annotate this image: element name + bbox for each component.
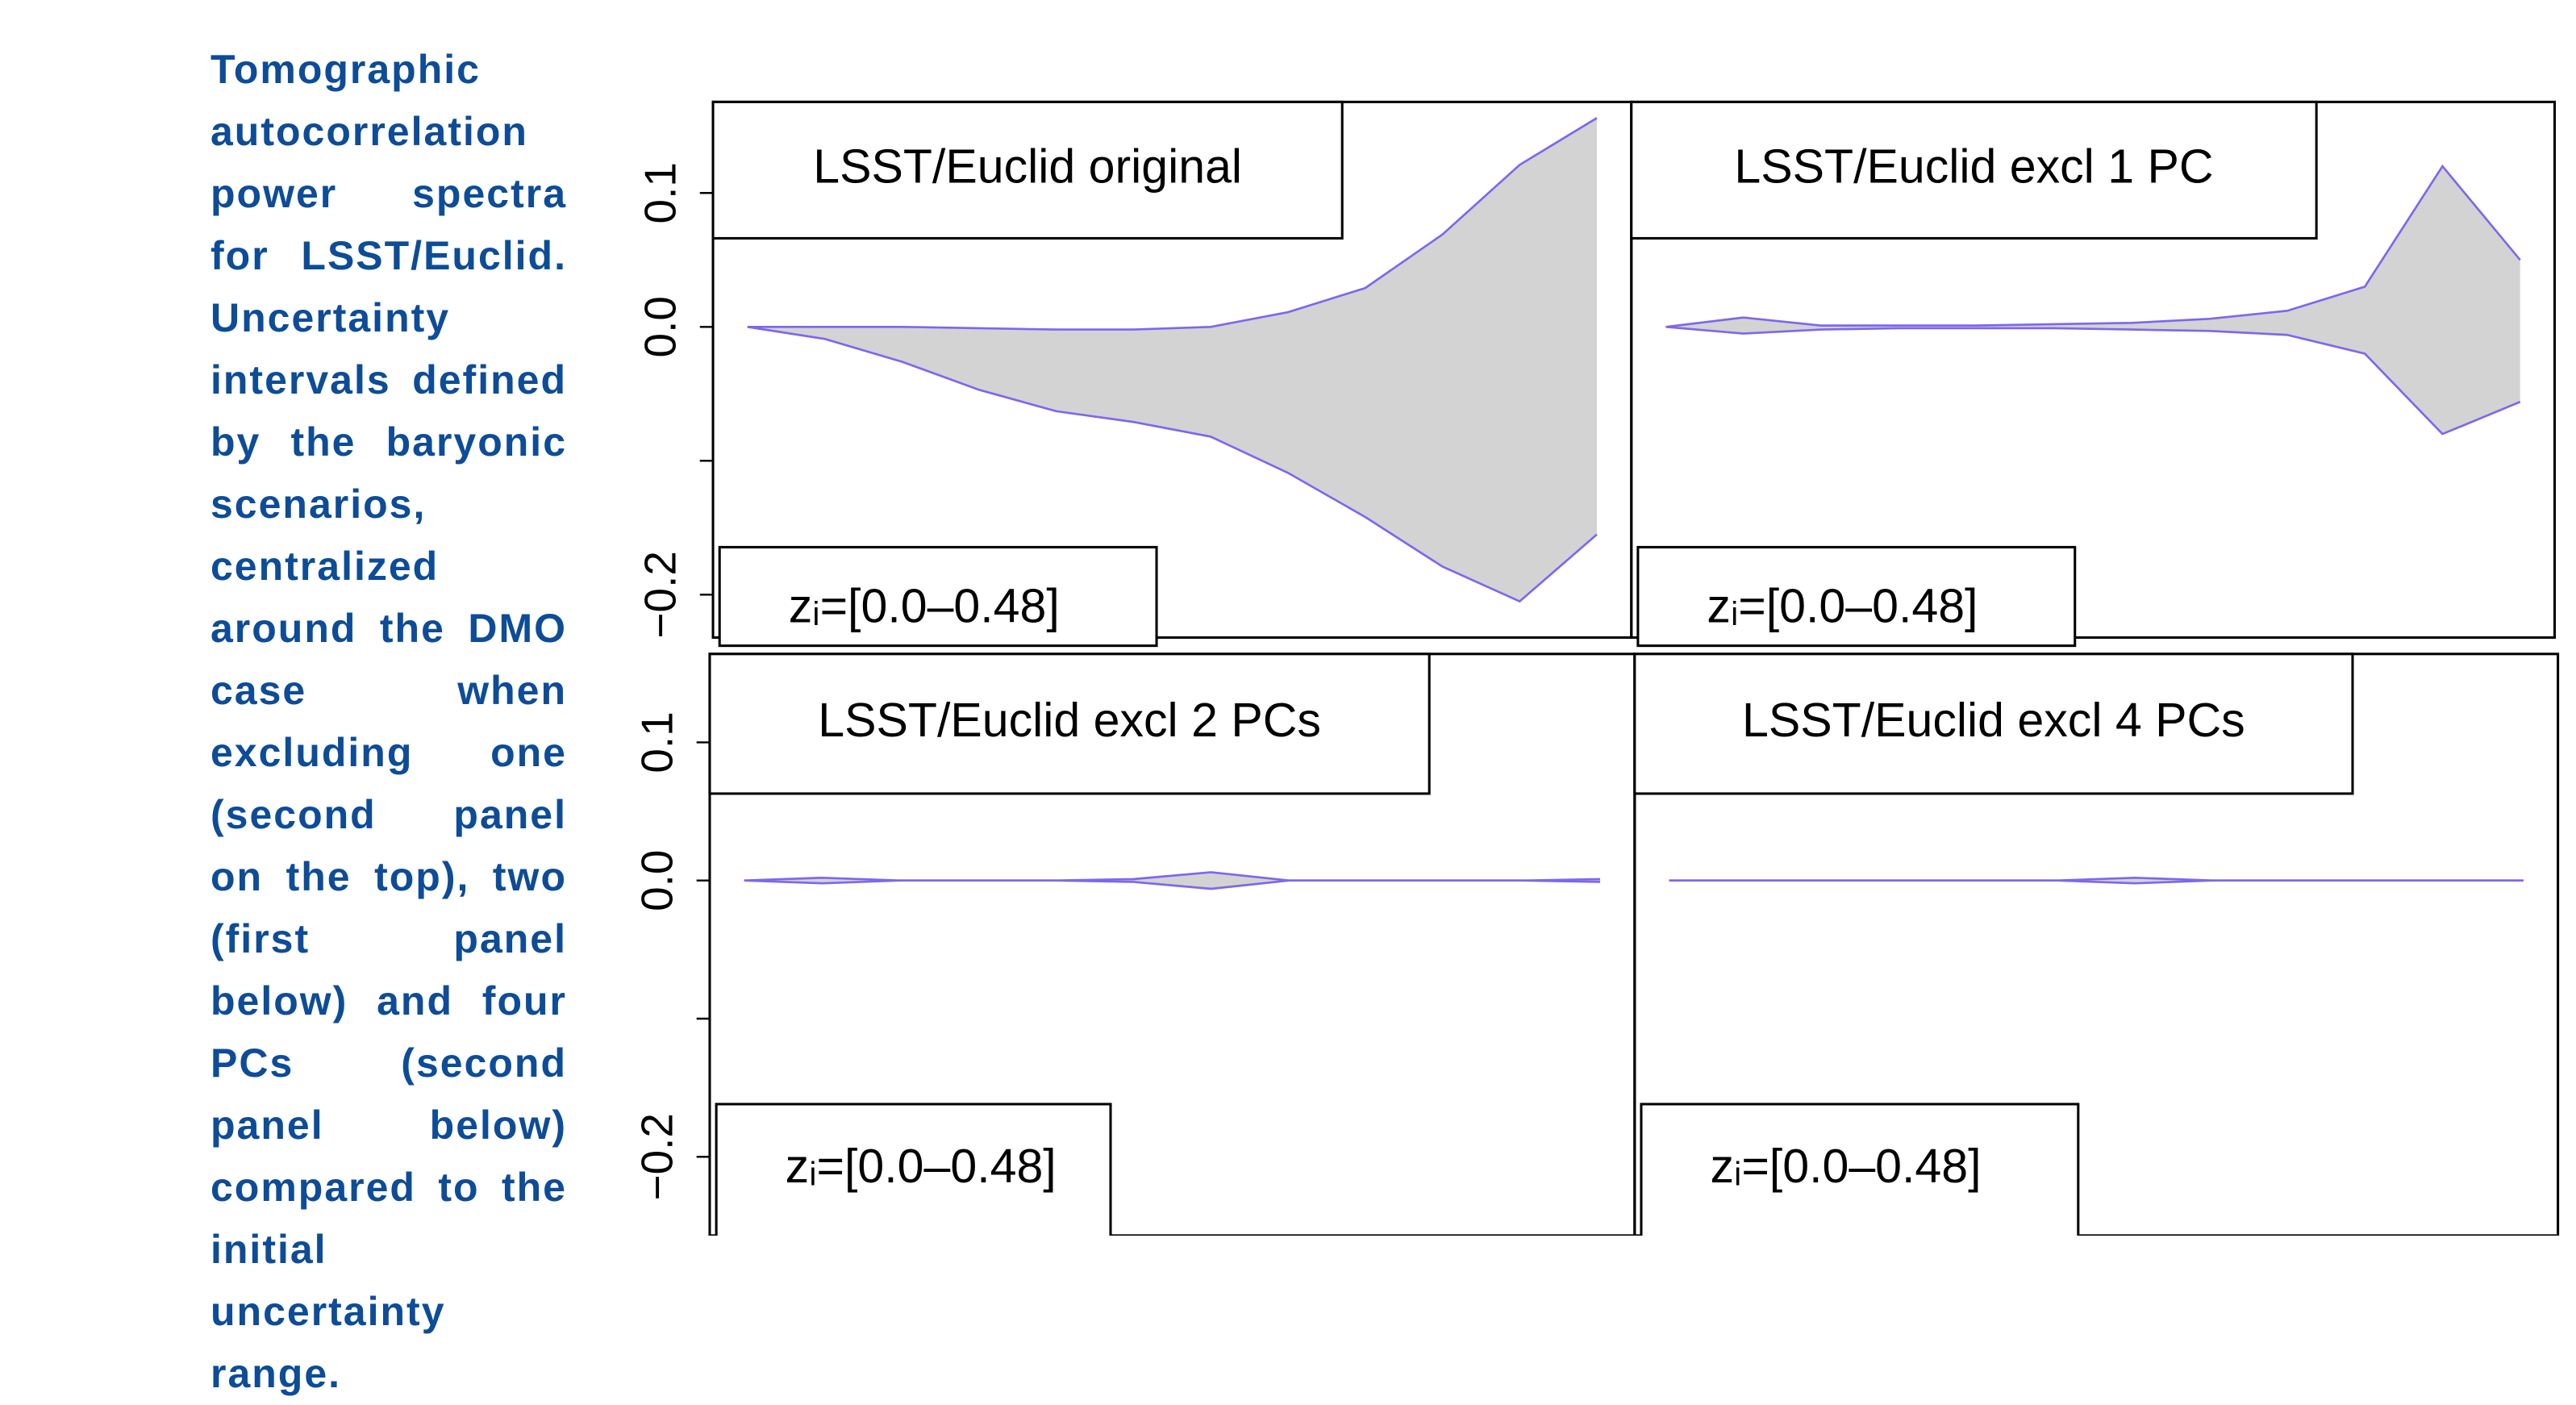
figure: −0.2 0.0 0.1 LSST/Euclid original zᵢ=[0.0–0.… <box>631 100 2560 1236</box>
y-tick-label: 0.1 <box>635 162 685 223</box>
annotation: zᵢ=[0.0–0.48] <box>1711 1140 1982 1193</box>
band-lower <box>1665 325 2521 436</box>
legend-box <box>711 100 1344 240</box>
band-fill <box>1665 166 2520 435</box>
panel-title: LSST/Euclid excl 2 PCs <box>818 694 1321 747</box>
legend-box <box>1630 100 2318 240</box>
band-upper <box>1665 164 2521 328</box>
band-fill <box>1669 878 2524 884</box>
annotation-box <box>1640 1103 2080 1236</box>
annotation: zᵢ=[0.0–0.48] <box>1707 579 1978 632</box>
page: Tomographic autocorrelation power spectr… <box>210 47 2560 1396</box>
band-fill <box>744 872 1601 889</box>
band-upper <box>747 117 1598 331</box>
annotation-box <box>718 545 1158 648</box>
panel-title: LSST/Euclid original <box>813 140 1242 194</box>
annotation-box <box>715 1103 1112 1236</box>
annotation: zᵢ=[0.0–0.48] <box>789 579 1060 632</box>
panel-title: LSST/Euclid excl 1 PC <box>1734 140 2213 194</box>
y-tick-label: −0.2 <box>635 551 685 639</box>
panel-title: LSST/Euclid excl 4 PCs <box>1742 694 2245 747</box>
band-lower <box>747 325 1598 603</box>
y-tick-label: 0.0 <box>631 849 682 911</box>
annotation: zᵢ=[0.0–0.48] <box>786 1140 1057 1193</box>
legend-box <box>1633 652 2354 795</box>
band-lower <box>1669 879 2524 885</box>
band-lower <box>744 879 1601 890</box>
band-fill <box>747 118 1597 602</box>
annotation-box <box>1636 545 2077 648</box>
legend-box <box>708 652 1431 795</box>
y-tick-label: 0.1 <box>631 711 682 773</box>
y-tick-label: −0.2 <box>631 1113 682 1201</box>
y-tick-label: 0.0 <box>635 296 685 357</box>
